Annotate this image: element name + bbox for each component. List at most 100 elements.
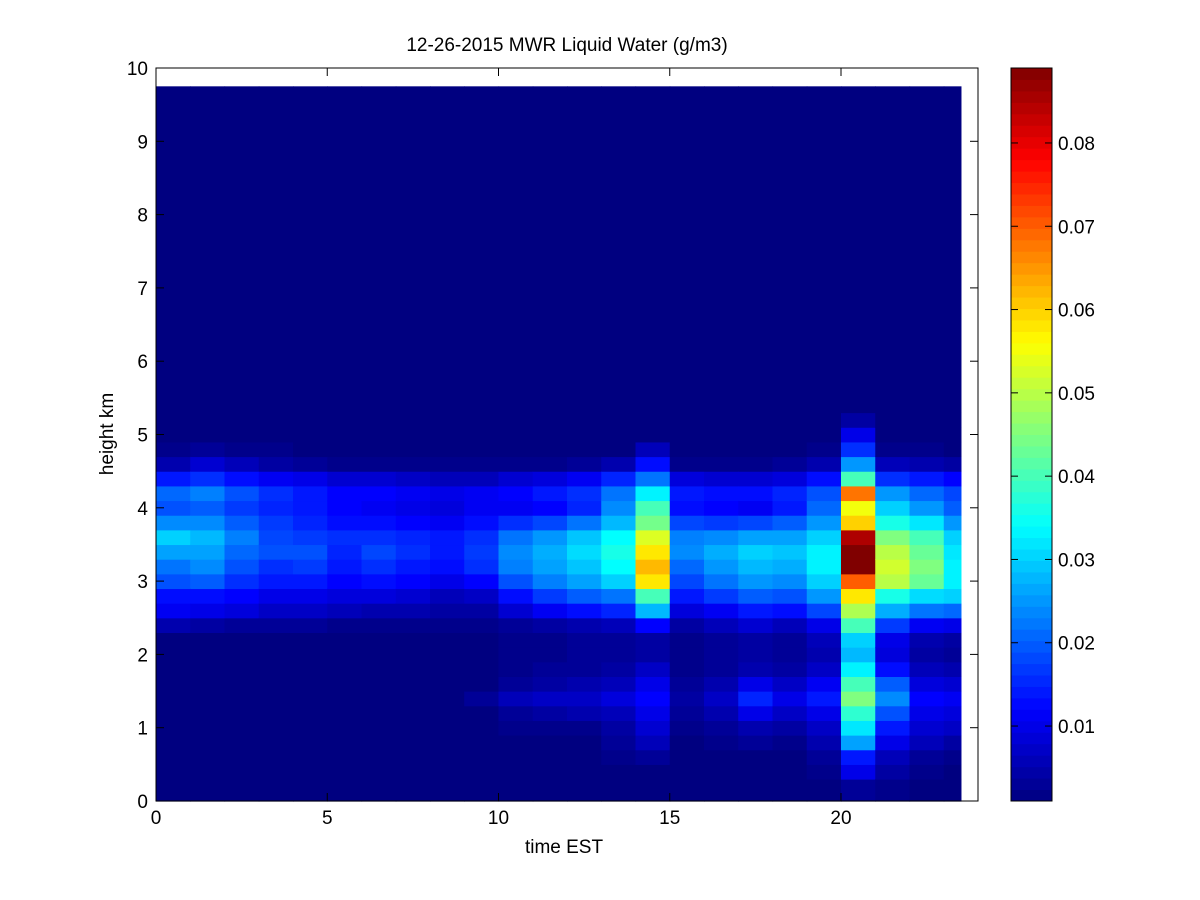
heatmap-cell (532, 427, 568, 443)
heatmap-cell (361, 529, 397, 546)
heatmap-cell (361, 544, 397, 560)
heatmap-cell (361, 559, 397, 575)
heatmap-cell (464, 661, 500, 677)
heatmap-cell (772, 441, 808, 458)
heatmap-cell (704, 529, 739, 546)
heatmap-cell (258, 441, 294, 458)
heatmap-cell (190, 471, 226, 487)
x-tick-label: 20 (830, 808, 851, 829)
heatmap-cell (464, 735, 500, 751)
heatmap-cell (156, 559, 191, 575)
heatmap-cell (943, 735, 962, 751)
heatmap-cell (841, 441, 876, 458)
heatmap-cell (498, 779, 534, 802)
heatmap-cell (875, 515, 911, 531)
y-tick-label: 10 (127, 59, 148, 80)
heatmap-cell (190, 749, 226, 765)
colorbar-band (1011, 354, 1052, 367)
heatmap-cell (601, 588, 637, 604)
heatmap-cell (635, 632, 671, 648)
heatmap-cell (909, 86, 945, 414)
y-tick-label: 5 (137, 426, 148, 447)
heatmap-cell (841, 735, 876, 751)
heatmap-cell (943, 632, 962, 648)
colorbar-band (1011, 468, 1052, 481)
heatmap-cell (464, 632, 500, 648)
heatmap-cell (258, 485, 294, 502)
heatmap-cell (361, 647, 397, 663)
heatmap-cell (224, 588, 260, 604)
heatmap-cell (464, 471, 500, 487)
heatmap-cell (909, 749, 945, 765)
heatmap-cell (293, 573, 328, 590)
heatmap-cell (841, 573, 876, 590)
heatmap-cell (327, 559, 363, 575)
heatmap-cell (704, 676, 739, 692)
heatmap-cell (224, 661, 260, 677)
heatmap-cell (806, 647, 842, 663)
heatmap-cell (430, 676, 465, 692)
heatmap-cell (601, 720, 637, 736)
heatmap-cell (669, 588, 705, 604)
heatmap-cell (772, 500, 808, 516)
heatmap-cell (909, 471, 945, 487)
heatmap-cell (909, 720, 945, 736)
colorbar-band (1011, 228, 1052, 241)
colorbar-tick-label: 0.02 (1058, 634, 1095, 655)
heatmap-cell (498, 691, 534, 707)
heatmap-cell (293, 500, 328, 516)
heatmap-cell (224, 412, 260, 428)
heatmap-cell (156, 720, 191, 736)
heatmap-cell (190, 456, 226, 472)
heatmap-cell (841, 720, 876, 736)
heatmap-cell (224, 456, 260, 472)
colorbar-band (1011, 377, 1052, 390)
heatmap-cell (806, 779, 842, 802)
heatmap-cell (738, 441, 774, 458)
heatmap-cell (943, 647, 962, 663)
heatmap-cell (841, 779, 876, 802)
heatmap-cell (464, 779, 500, 802)
heatmap-cell (738, 456, 774, 472)
heatmap-cell (190, 617, 226, 634)
heatmap-cell (738, 588, 774, 604)
heatmap-cell (567, 632, 602, 648)
heatmap-cell (293, 647, 328, 663)
heatmap-cell (293, 515, 328, 531)
heatmap-cell (806, 529, 842, 546)
heatmap-cell (532, 647, 568, 663)
heatmap-cell (943, 779, 962, 802)
heatmap-cell (430, 412, 465, 428)
heatmap-cell (156, 573, 191, 590)
heatmap-cell (567, 500, 602, 516)
heatmap-cell (156, 603, 191, 619)
heatmap-cell (464, 691, 500, 707)
heatmap-cell (464, 749, 500, 765)
heatmap-cell (738, 471, 774, 487)
heatmap-cell (532, 588, 568, 604)
heatmap-cell (669, 559, 705, 575)
heatmap-cell (190, 647, 226, 663)
heatmap-cell (258, 588, 294, 604)
heatmap-cell (361, 632, 397, 648)
heatmap-cell (601, 661, 637, 677)
heatmap-cell (806, 749, 842, 765)
heatmap-cell (224, 441, 260, 458)
heatmap-cell (156, 529, 191, 546)
heatmap-cell (806, 632, 842, 648)
heatmap-cell (567, 720, 602, 736)
heatmap-cell (361, 441, 397, 458)
heatmap-cell (601, 559, 637, 575)
heatmap-cell (258, 749, 294, 765)
heatmap-cell (327, 529, 363, 546)
heatmap-cell (498, 573, 534, 590)
heatmap-cell (224, 720, 260, 736)
colorbar-tick-label: 0.04 (1058, 467, 1095, 488)
heatmap-cell (567, 529, 602, 546)
heatmap-cell (224, 471, 260, 487)
heatmap-cell (601, 603, 637, 619)
heatmap-cell (464, 86, 500, 414)
heatmap-cell (361, 691, 397, 707)
heatmap-cell (806, 500, 842, 516)
heatmap-cell (806, 412, 842, 428)
